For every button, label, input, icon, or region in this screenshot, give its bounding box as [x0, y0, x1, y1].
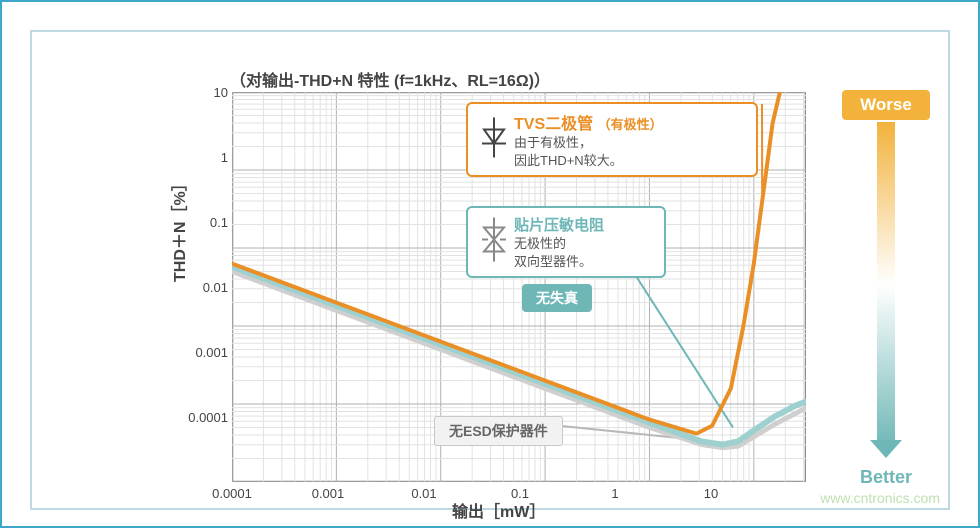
callout-tvs: TVS二极管 （有极性） 由于有极性，因此THD+N较大。	[466, 102, 758, 177]
callout-tvs-sub: （有极性）	[598, 117, 663, 132]
xtick: 10	[681, 486, 741, 501]
varistor-icon	[478, 218, 510, 267]
ytick: 0.01	[170, 280, 228, 295]
ytick: 10	[170, 85, 228, 100]
xtick: 0.0001	[202, 486, 262, 501]
diode-icon	[478, 117, 510, 162]
x-axis-label: 输出［mW］	[452, 498, 545, 522]
ytick: 1	[170, 150, 228, 165]
ytick: 0.001	[170, 345, 228, 360]
callout-tvs-desc: 由于有极性，因此THD+N较大。	[514, 134, 746, 169]
callout-tvs-title: TVS二极管	[514, 116, 593, 133]
callout-varistor-title: 贴片压敏电阻	[514, 214, 654, 235]
xtick: 0.1	[490, 486, 550, 501]
watermark: www.cntronics.com	[820, 490, 940, 506]
xtick: 1	[585, 486, 645, 501]
badge-no-esd: 无ESD保护器件	[434, 416, 563, 446]
callout-varistor-desc: 无极性的双向型器件。	[514, 235, 654, 270]
chart-title: （对输出-THD+N 特性 (f=1kHz、RL=16Ω)）	[230, 67, 550, 91]
ytick: 0.0001	[170, 410, 228, 425]
callout-varistor: 贴片压敏电阻 无极性的双向型器件。	[466, 206, 666, 278]
xtick: 0.01	[394, 486, 454, 501]
ytick: 0.1	[170, 215, 228, 230]
better-label: Better	[842, 467, 930, 488]
worse-label: Worse	[842, 90, 930, 120]
badge-no-distortion: 无失真	[522, 284, 592, 312]
xtick: 0.001	[298, 486, 358, 501]
gradient-scale: Worse Better	[842, 92, 930, 482]
